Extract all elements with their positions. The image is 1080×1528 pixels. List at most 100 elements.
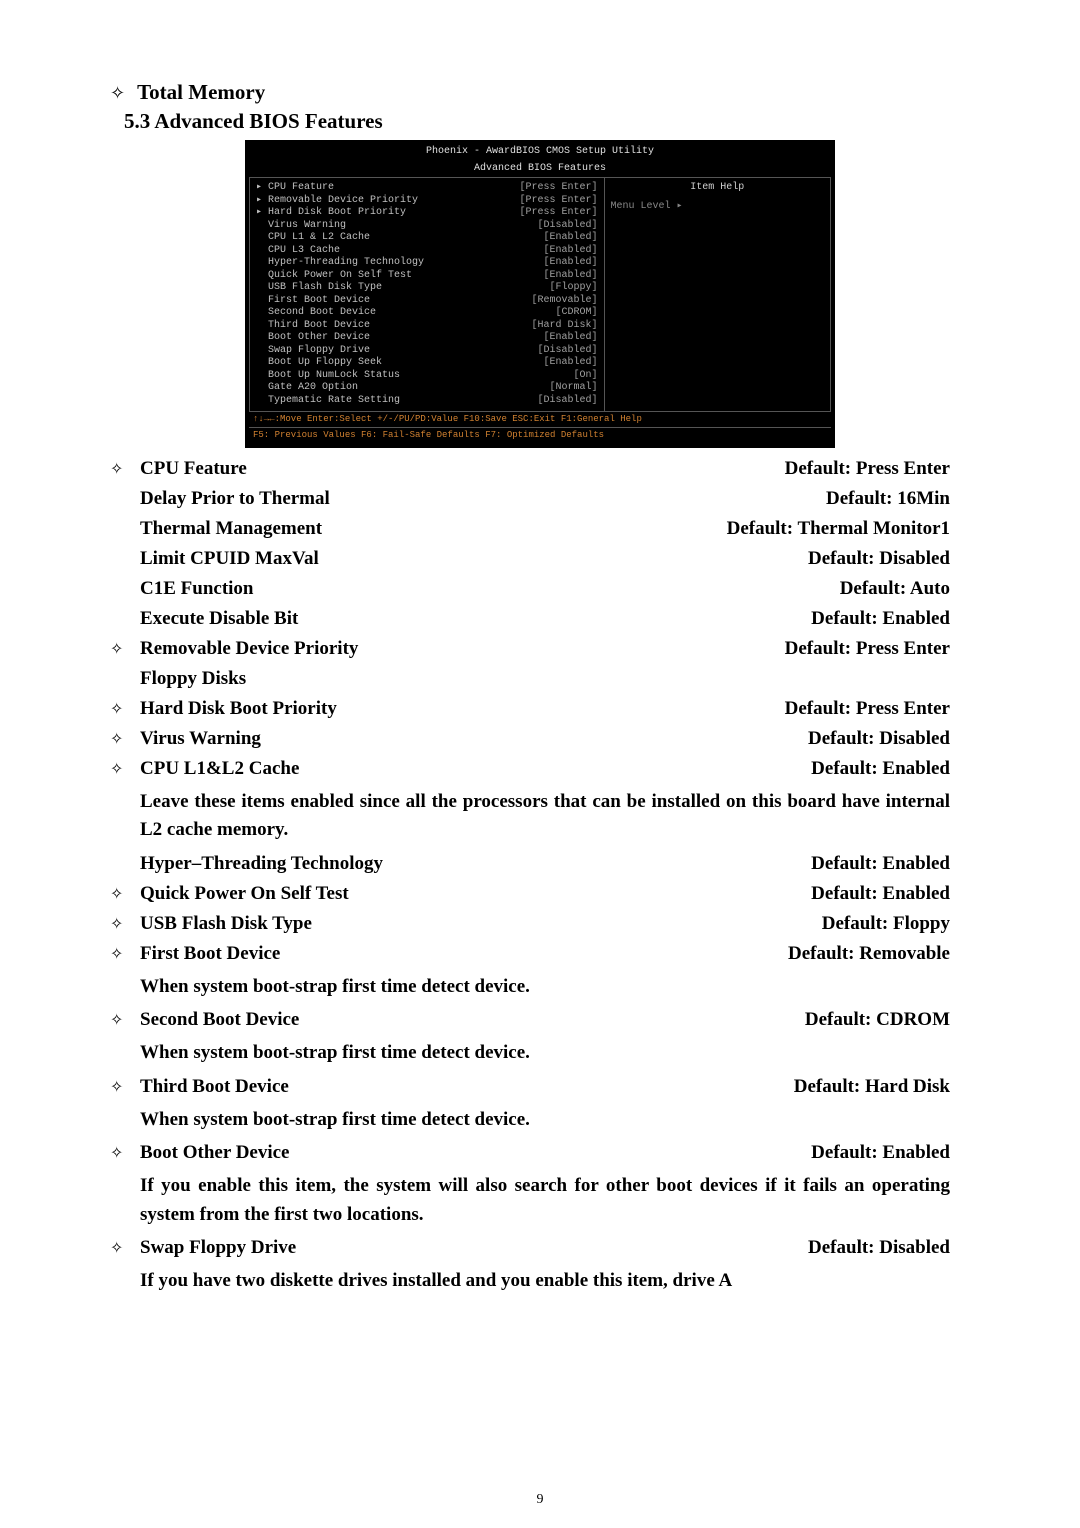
bios-option-value: [Press Enter]: [520, 207, 598, 220]
diamond-icon: ✧: [110, 459, 140, 479]
feature-name: Floppy Disks: [140, 668, 950, 690]
feature-default: Default: CDROM: [805, 1009, 950, 1031]
bios-option-value: [Disabled]: [538, 220, 598, 233]
bios-left-panel: ▸ CPU Feature[Press Enter]▸ Removable De…: [250, 178, 605, 411]
first-boot-description: When system boot-strap first time detect…: [140, 973, 950, 1002]
bios-option-label: Boot Up NumLock Status: [256, 370, 574, 383]
bios-option-value: [Hard Disk]: [532, 320, 598, 333]
bios-option-value: [Disabled]: [538, 345, 598, 358]
diamond-icon: ✧: [110, 1077, 140, 1097]
bios-option-value: [CDROM]: [556, 307, 598, 320]
bios-option-row: Boot Up Floppy Seek[Enabled]: [256, 357, 598, 370]
cache-description: Leave these items enabled since all the …: [140, 788, 950, 845]
feature-default: Default: Enabled: [811, 853, 950, 875]
feature-row: ✧Third Boot DeviceDefault: Hard Disk: [110, 1076, 950, 1098]
bios-option-row: ▸ Removable Device Priority[Press Enter]: [256, 195, 598, 208]
bios-option-row: Typematic Rate Setting[Disabled]: [256, 395, 598, 408]
feature-name: C1E Function: [140, 578, 840, 600]
content-block: ✧CPU FeatureDefault: Press EnterDelay Pr…: [140, 458, 950, 1296]
feature-row: Thermal ManagementDefault: Thermal Monit…: [140, 518, 950, 540]
diamond-icon: ✧: [110, 1238, 140, 1258]
feature-name: First Boot Device: [140, 943, 788, 965]
bios-right-panel: Item Help Menu Level ▸: [605, 178, 830, 411]
bios-option-label: Virus Warning: [256, 220, 538, 233]
feature-default: Default: Enabled: [811, 1142, 950, 1164]
feature-row: Execute Disable BitDefault: Enabled: [140, 608, 950, 630]
feature-row: ✧Virus WarningDefault: Disabled: [110, 728, 950, 750]
bios-option-row: ▸ CPU Feature[Press Enter]: [256, 182, 598, 195]
bios-option-value: [Disabled]: [538, 395, 598, 408]
bios-screenshot: Phoenix - AwardBIOS CMOS Setup Utility A…: [245, 140, 835, 448]
feature-default: Default: Enabled: [811, 883, 950, 905]
diamond-icon: ✧: [110, 944, 140, 964]
feature-default: Default: Press Enter: [785, 698, 950, 720]
swap-floppy-description: If you have two diskette drives installe…: [140, 1267, 950, 1296]
bios-option-row: Boot Other Device[Enabled]: [256, 332, 598, 345]
feature-default: Default: Hard Disk: [794, 1076, 950, 1098]
bios-option-label: CPU L1 & L2 Cache: [256, 232, 544, 245]
bios-option-label: Typematic Rate Setting: [256, 395, 538, 408]
bios-option-row: CPU L1 & L2 Cache[Enabled]: [256, 232, 598, 245]
bios-option-row: USB Flash Disk Type[Floppy]: [256, 282, 598, 295]
bios-title1: Phoenix - AwardBIOS CMOS Setup Utility: [249, 144, 831, 161]
feature-default: Default: Disabled: [808, 728, 950, 750]
bios-footer2: F5: Previous Values F6: Fail-Safe Defaul…: [249, 427, 831, 443]
bios-option-row: Quick Power On Self Test[Enabled]: [256, 270, 598, 283]
feature-default: Default: Removable: [788, 943, 950, 965]
bios-option-value: [Enabled]: [544, 332, 598, 345]
bios-option-label: Swap Floppy Drive: [256, 345, 538, 358]
feature-row: Limit CPUID MaxValDefault: Disabled: [140, 548, 950, 570]
feature-default: Default: Press Enter: [785, 458, 950, 480]
third-boot-description: When system boot-strap first time detect…: [140, 1106, 950, 1135]
feature-row: Floppy Disks: [140, 668, 950, 690]
bios-help-title: Item Help: [611, 182, 824, 195]
feature-default: Default: Enabled: [811, 608, 950, 630]
bios-option-row: First Boot Device[Removable]: [256, 295, 598, 308]
bios-option-value: [Enabled]: [544, 245, 598, 258]
bios-option-value: [Removable]: [532, 295, 598, 308]
feature-row: ✧Boot Other DeviceDefault: Enabled: [110, 1142, 950, 1164]
feature-row: C1E FunctionDefault: Auto: [140, 578, 950, 600]
diamond-icon: ✧: [110, 639, 140, 659]
bios-option-value: [Enabled]: [544, 257, 598, 270]
bios-option-row: Virus Warning[Disabled]: [256, 220, 598, 233]
bios-option-label: Third Boot Device: [256, 320, 532, 333]
bios-option-value: [Normal]: [550, 382, 598, 395]
feature-row: Hyper–Threading TechnologyDefault: Enabl…: [140, 853, 950, 875]
bios-title2: Advanced BIOS Features: [249, 161, 831, 178]
total-memory-header: ✧ Total Memory: [110, 80, 980, 105]
feature-row: ✧Quick Power On Self TestDefault: Enable…: [110, 883, 950, 905]
diamond-icon: ✧: [110, 759, 140, 779]
bios-option-label: ▸ CPU Feature: [256, 182, 520, 195]
feature-name: Thermal Management: [140, 518, 727, 540]
feature-row: ✧CPU FeatureDefault: Press Enter: [110, 458, 950, 480]
feature-row: Delay Prior to ThermalDefault: 16Min: [140, 488, 950, 510]
feature-name: Swap Floppy Drive: [140, 1237, 808, 1259]
diamond-icon: ✧: [110, 914, 140, 934]
bios-footer1: ↑↓→←:Move Enter:Select +/-/PU/PD:Value F…: [249, 411, 831, 427]
feature-row: ✧USB Flash Disk TypeDefault: Floppy: [110, 913, 950, 935]
feature-name: CPU L1&L2 Cache: [140, 758, 811, 780]
bios-menu-level: Menu Level ▸: [611, 201, 824, 214]
bios-option-label: ▸ Removable Device Priority: [256, 195, 520, 208]
bios-option-label: Boot Other Device: [256, 332, 544, 345]
bios-option-value: [On]: [574, 370, 598, 383]
feature-name: Boot Other Device: [140, 1142, 811, 1164]
feature-name: CPU Feature: [140, 458, 785, 480]
bios-option-label: Boot Up Floppy Seek: [256, 357, 544, 370]
feature-row: ✧Second Boot DeviceDefault: CDROM: [110, 1009, 950, 1031]
advanced-bios-heading: 5.3 Advanced BIOS Features: [124, 109, 980, 134]
feature-name: Virus Warning: [140, 728, 808, 750]
feature-name: Second Boot Device: [140, 1009, 805, 1031]
bios-option-label: USB Flash Disk Type: [256, 282, 550, 295]
bios-option-label: First Boot Device: [256, 295, 532, 308]
bios-option-row: Hyper-Threading Technology[Enabled]: [256, 257, 598, 270]
bios-option-row: Gate A20 Option[Normal]: [256, 382, 598, 395]
feature-name: Limit CPUID MaxVal: [140, 548, 808, 570]
bios-option-label: CPU L3 Cache: [256, 245, 544, 258]
feature-default: Default: Enabled: [811, 758, 950, 780]
feature-name: Delay Prior to Thermal: [140, 488, 826, 510]
bios-option-value: [Floppy]: [550, 282, 598, 295]
feature-name: Execute Disable Bit: [140, 608, 811, 630]
feature-default: Default: Disabled: [808, 1237, 950, 1259]
